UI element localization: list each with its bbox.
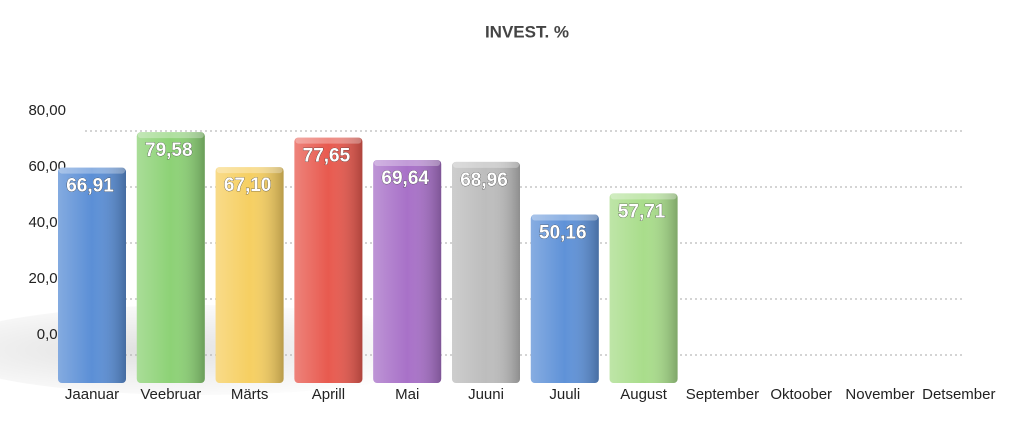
x-tick-label: Aprill [312,386,345,403]
value-label: 57,71 [618,201,666,222]
x-tick-label: Oktoober [770,386,832,403]
value-label: 77,65 [303,146,351,167]
y-tick-label: 80,00 [28,102,66,119]
bar-shade [373,160,442,383]
x-tick-label: August [620,386,668,403]
x-tick-label: September [686,386,759,403]
bar-top [610,193,677,200]
bar-shade [136,132,205,383]
x-tick-label: November [845,386,914,403]
bar-top [137,132,204,139]
bar-shade [294,137,363,383]
y-tick-label: 40,00 [28,214,66,231]
bar-shade [58,167,126,383]
x-tick-label: Veebruar [140,386,201,403]
bar-top [216,167,283,174]
value-label: 50,16 [539,223,587,244]
bar-top [531,214,598,221]
x-tick-label: Juuni [468,386,504,403]
value-label: 68,96 [460,170,508,191]
bar-shade [609,193,678,383]
bar-shade [452,161,520,383]
value-label: 69,64 [381,168,429,189]
bar-top [59,167,125,174]
chart-title: INVEST. % [485,22,569,41]
bar-top [453,161,519,168]
x-tick-label: Detsember [922,386,995,403]
bar-top [374,160,441,167]
value-label: 67,10 [224,175,272,196]
y-tick-label: 20,00 [28,270,66,287]
bar-shade [530,214,599,383]
value-label: 79,58 [145,140,193,161]
value-label: 66,91 [66,176,114,197]
x-tick-label: Mai [395,386,419,403]
x-tick-label: Märts [231,386,269,403]
bar-top [295,137,362,144]
y-tick-label: 60,00 [28,158,66,175]
x-tick-label: Juuli [549,386,580,403]
x-tick-label: Jaanuar [65,386,119,403]
bar-shade [215,167,284,383]
